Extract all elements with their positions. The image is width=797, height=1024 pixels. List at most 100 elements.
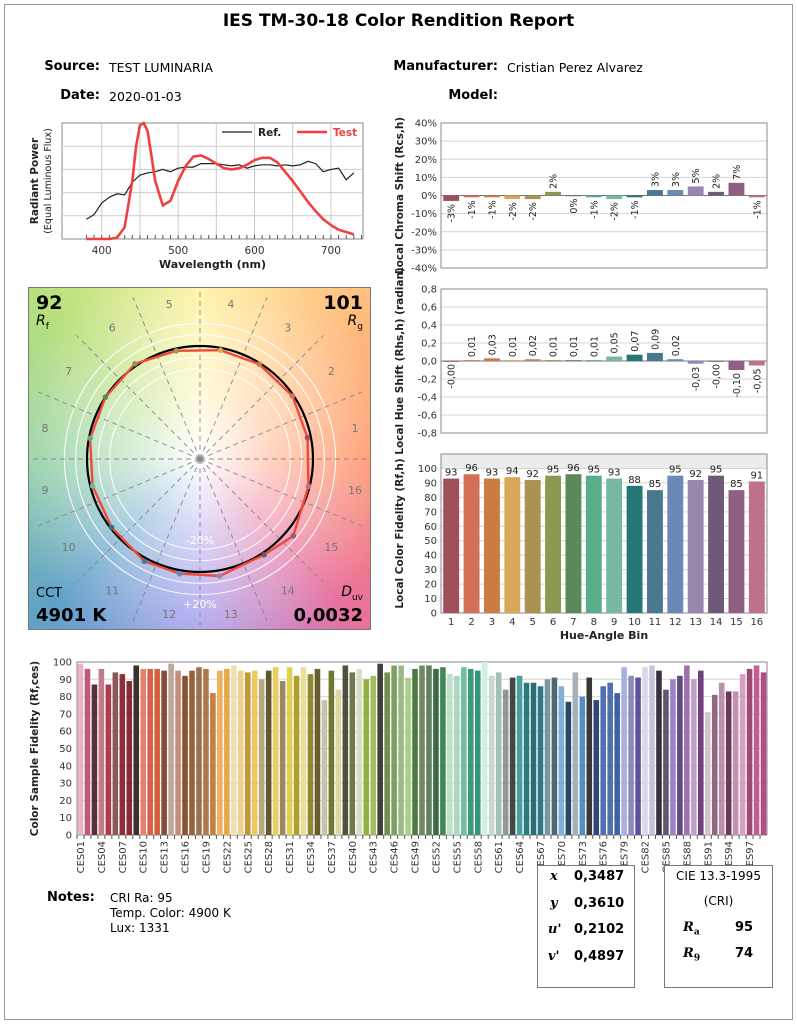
bar-bin-4 [504, 195, 521, 200]
bar-ces-92 [711, 694, 718, 835]
source-label: Source: [44, 59, 100, 74]
bar-bin-10 [626, 195, 643, 198]
x-tick-label: CES16 [181, 841, 192, 873]
bar-ces-46 [391, 665, 397, 835]
bin-boundary [38, 391, 201, 460]
bar-ces-12 [154, 668, 160, 835]
x-tick-label: 13 [689, 617, 702, 628]
bar-ces-35 [314, 668, 321, 835]
data-label: 0,01 [569, 336, 580, 357]
data-label: 0,01 [508, 336, 519, 357]
data-label: -0,10 [732, 373, 743, 398]
bar-ces-52 [433, 668, 439, 835]
plot-area [61, 122, 364, 240]
test-vector-arrow-3 [256, 361, 263, 367]
bar-ces-19 [203, 668, 209, 835]
note-line: Temp. Color: 4900 K [110, 906, 231, 920]
bar-ces-57 [468, 668, 474, 835]
bar-bin-11 [646, 490, 663, 613]
data-label: 0,09 [650, 329, 661, 350]
bar-bin-1 [443, 478, 460, 613]
y-axis-title: Local Color Fidelity (Rf,h) [394, 458, 406, 608]
bar-ces-20 [210, 693, 216, 835]
x-tick-label: CES82 [641, 841, 652, 873]
data-label: -0,03 [691, 367, 702, 392]
legend-test-label: Test [333, 127, 357, 139]
bar-ces-31 [286, 667, 293, 835]
y-tick-label: 40 [59, 761, 72, 772]
bar-bin-2 [463, 195, 480, 198]
x-tick-label: 5 [530, 617, 536, 628]
bar-bin-15 [728, 182, 745, 196]
ra-sub: a [693, 927, 700, 938]
bar-bin-14 [708, 361, 725, 362]
data-label: 0,01 [589, 336, 600, 357]
bar-ces-84 [656, 670, 662, 835]
manufacturer-label: Manufacturer: [393, 59, 498, 74]
rg-label: Rg [348, 313, 363, 332]
bar-ces-7 [119, 674, 126, 835]
y-tick-label: 40% [415, 119, 437, 130]
data-label: 5% [691, 168, 702, 183]
bar-ces-30 [279, 681, 286, 835]
bar-ces-56 [461, 667, 467, 835]
model-label: Model: [448, 88, 498, 103]
test-vector-arrow-12 [176, 570, 183, 577]
bar-ces-17 [189, 670, 195, 835]
bar-bin-16 [748, 481, 765, 613]
bar-ces-42 [363, 679, 370, 835]
bar-ces-77 [607, 682, 613, 835]
test-vector-arrow-14 [261, 552, 267, 558]
source-value: TEST LUMINARIA [109, 60, 213, 75]
bar-ces-81 [635, 677, 641, 835]
y-value: 0,3610 [574, 896, 625, 911]
bar-bin-11 [646, 190, 663, 196]
rf-label: Rf [36, 313, 49, 332]
bin-label: 7 [65, 365, 72, 378]
y-tick-label: 30 [59, 779, 72, 790]
x-axis-title: Wavelength (nm) [159, 258, 266, 271]
data-label: 2% [549, 174, 560, 189]
chroma-ring [75, 334, 325, 584]
y-axis-subtitle: (Equal Luminous Flux) [43, 128, 54, 234]
bar-ces-73 [579, 696, 586, 835]
bar-bin-7 [565, 195, 582, 197]
bar-ces-25 [244, 672, 251, 835]
data-label: 3% [650, 172, 661, 187]
bar-ces-96 [739, 674, 746, 835]
bar-ces-64 [516, 675, 523, 835]
ces-fidelity-chart: 0 10 20 30 40 50 60 70 80 90 100 CES01 CES04 CES07 CES… [29, 658, 768, 873]
y-tick-label: 0,6 [421, 303, 437, 314]
x-label: x [550, 869, 558, 884]
test-vector-arrow-10 [108, 524, 115, 531]
bar-bin-5 [524, 359, 541, 361]
y-tick-label: 0,0 [421, 357, 437, 368]
test-vector-arrow-11 [141, 558, 148, 564]
x-value: 0,3487 [574, 869, 625, 884]
x-tick-label: 11 [649, 617, 662, 628]
x-tick-label: CES43 [369, 841, 380, 873]
x-tick-label: 400 [92, 245, 112, 257]
bar-ces-91 [704, 712, 711, 835]
y-tick-label: 100 [53, 658, 72, 669]
data-label: 85 [730, 479, 743, 490]
bar-ces-70 [558, 686, 565, 835]
legend-ref-label: Ref. [258, 127, 281, 139]
data-label: 0,02 [528, 335, 539, 356]
data-label: 7% [732, 165, 743, 180]
test-vector-arrow-5 [173, 348, 180, 354]
bar-ces-50 [419, 665, 425, 835]
cri-title: CIE 13.3-1995 [676, 869, 761, 883]
data-label: -2% [610, 202, 621, 221]
x-tick-label: CES31 [285, 841, 296, 873]
x-tick-label: CES13 [160, 841, 171, 873]
bar-ces-39 [342, 665, 349, 835]
bin-boundary [75, 334, 201, 460]
y-tick-label: 10% [415, 173, 437, 184]
hue-shift-chart: 0,8 0,6 0,4 0,2 0,0 -0,2 -0,4 -0,6 -0,8 -0,00 0,01… [394, 267, 768, 455]
y-tick-label: 70 [59, 709, 72, 720]
cct-value: 4901 K [36, 605, 107, 626]
data-label: 0% [569, 199, 580, 214]
data-label: -2% [528, 202, 539, 221]
